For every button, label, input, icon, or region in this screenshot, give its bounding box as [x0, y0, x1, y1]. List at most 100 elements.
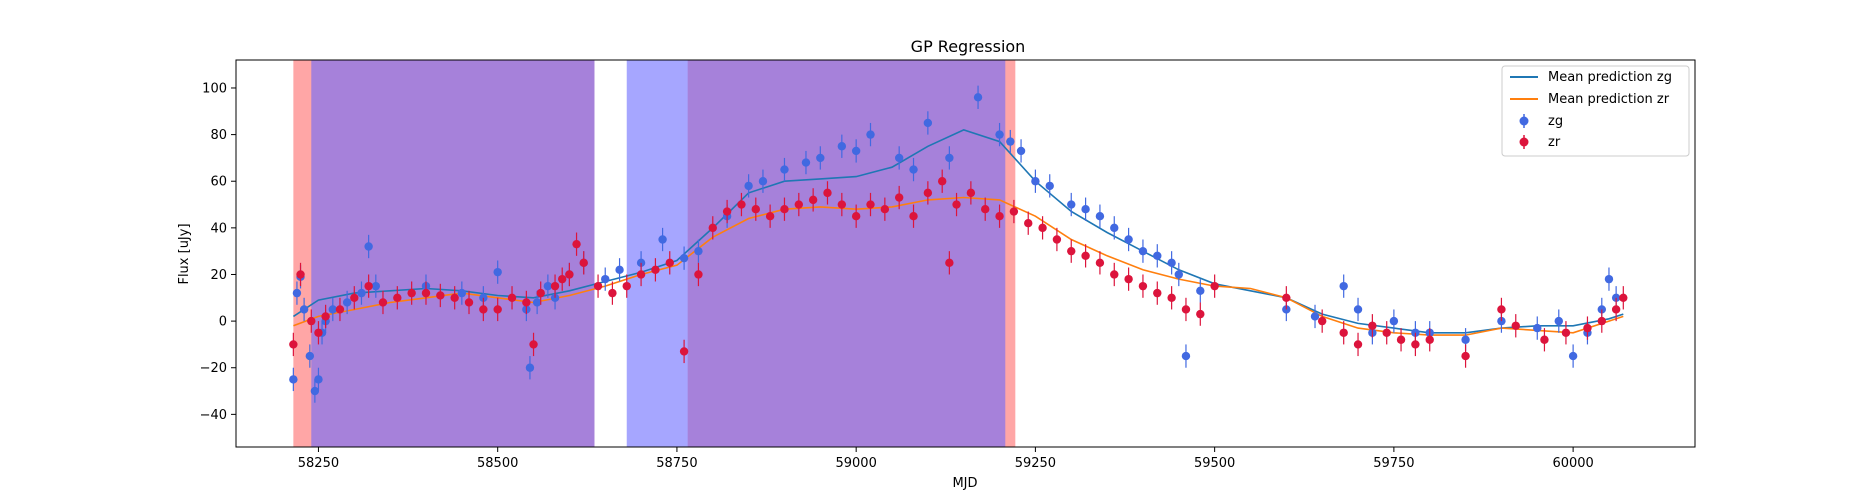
point-zr — [289, 332, 298, 357]
point-zr — [1153, 281, 1162, 305]
point-zr — [314, 321, 323, 345]
point-zr — [335, 297, 345, 322]
marker-zg — [894, 153, 904, 163]
point-zr — [851, 204, 861, 228]
point-zr — [550, 274, 560, 298]
point-zg — [1196, 279, 1205, 303]
point-zr — [1382, 321, 1391, 345]
point-zr — [894, 185, 904, 210]
marker-zr — [558, 274, 567, 284]
marker-zr — [289, 340, 298, 349]
marker-zr — [1382, 328, 1391, 337]
marker-zr — [981, 205, 990, 214]
marker-zg — [299, 305, 309, 314]
point-zr — [966, 181, 976, 205]
legend-zg-marker — [1519, 116, 1529, 126]
point-zg — [1389, 309, 1399, 333]
point-zr — [1024, 211, 1033, 235]
point-zr — [1339, 321, 1348, 345]
marker-zr — [1009, 207, 1019, 216]
marker-zr — [296, 270, 305, 279]
marker-zr — [1611, 305, 1621, 314]
point-zr — [1181, 297, 1191, 322]
marker-zg — [1196, 286, 1205, 296]
marker-zr — [1561, 328, 1571, 337]
point-zr — [558, 267, 567, 291]
point-zr — [945, 251, 954, 275]
point-zr — [608, 281, 617, 305]
marker-zr — [378, 298, 388, 307]
point-zg — [973, 85, 983, 109]
point-zr — [737, 192, 746, 217]
marker-zr — [945, 258, 954, 268]
marker-zr — [307, 316, 316, 326]
point-zg — [1110, 216, 1119, 240]
marker-zr — [364, 281, 373, 291]
marker-zr — [636, 270, 646, 279]
point-zr — [1210, 274, 1219, 298]
marker-zg — [532, 298, 542, 307]
x-tick-label: 59500 — [1194, 456, 1235, 471]
chart-title: GP Regression — [911, 37, 1026, 56]
marker-zg — [493, 267, 502, 277]
marker-zr — [894, 193, 904, 202]
point-zr — [651, 258, 660, 282]
marker-zg — [289, 375, 298, 384]
point-zr — [507, 286, 517, 310]
marker-zg — [364, 242, 373, 251]
point-zr — [1540, 328, 1549, 352]
marker-zg — [945, 153, 954, 163]
marker-zr — [694, 270, 703, 279]
marker-zr — [1196, 309, 1205, 319]
marker-zg — [995, 130, 1004, 139]
marker-zr — [536, 288, 545, 298]
marker-zg — [1031, 177, 1040, 186]
marker-zr — [493, 305, 502, 314]
marker-zr — [464, 298, 474, 307]
marker-zg — [744, 181, 753, 191]
marker-zr — [393, 293, 402, 302]
marker-zr — [1138, 281, 1148, 291]
point-zr — [522, 290, 531, 315]
marker-zg — [1006, 137, 1015, 146]
point-zg — [457, 281, 467, 305]
marker-zr — [550, 281, 560, 291]
point-zg — [305, 344, 315, 368]
point-zr — [1411, 332, 1420, 357]
marker-zg — [342, 298, 352, 307]
marker-zg — [1153, 251, 1162, 261]
legend-zr-label: zr — [1548, 135, 1561, 150]
marker-zr — [507, 293, 517, 302]
marker-zg — [923, 118, 933, 128]
point-zr — [1497, 297, 1506, 322]
point-zr — [794, 192, 804, 217]
marker-zr — [1353, 340, 1363, 349]
marker-zr — [579, 258, 588, 268]
point-zr — [1561, 321, 1571, 345]
point-zr — [1052, 227, 1062, 252]
point-zr — [1038, 216, 1047, 240]
marker-zr — [1540, 335, 1549, 344]
y-axis-label: Flux [uJy] — [177, 223, 192, 284]
marker-zr — [794, 200, 804, 209]
marker-zg — [1081, 205, 1090, 214]
point-zr — [1353, 332, 1363, 357]
point-zr — [1396, 328, 1406, 352]
marker-zr — [923, 188, 933, 198]
point-zr — [350, 286, 359, 310]
point-zr — [780, 197, 789, 221]
point-zr — [464, 290, 474, 315]
point-zr — [981, 197, 990, 221]
x-tick-label: 58250 — [298, 456, 339, 471]
marker-zr — [679, 347, 689, 356]
point-zg — [371, 274, 381, 298]
marker-zg — [305, 351, 315, 361]
marker-zg — [801, 158, 811, 167]
legend-zr-mean-label: Mean prediction zr — [1548, 92, 1670, 107]
x-axis-label: MJD — [952, 476, 977, 491]
legend-zg-mean-label: Mean prediction zg — [1548, 70, 1672, 85]
marker-zg — [1461, 335, 1470, 344]
marker-zr — [765, 211, 775, 221]
marker-zg — [851, 146, 861, 156]
